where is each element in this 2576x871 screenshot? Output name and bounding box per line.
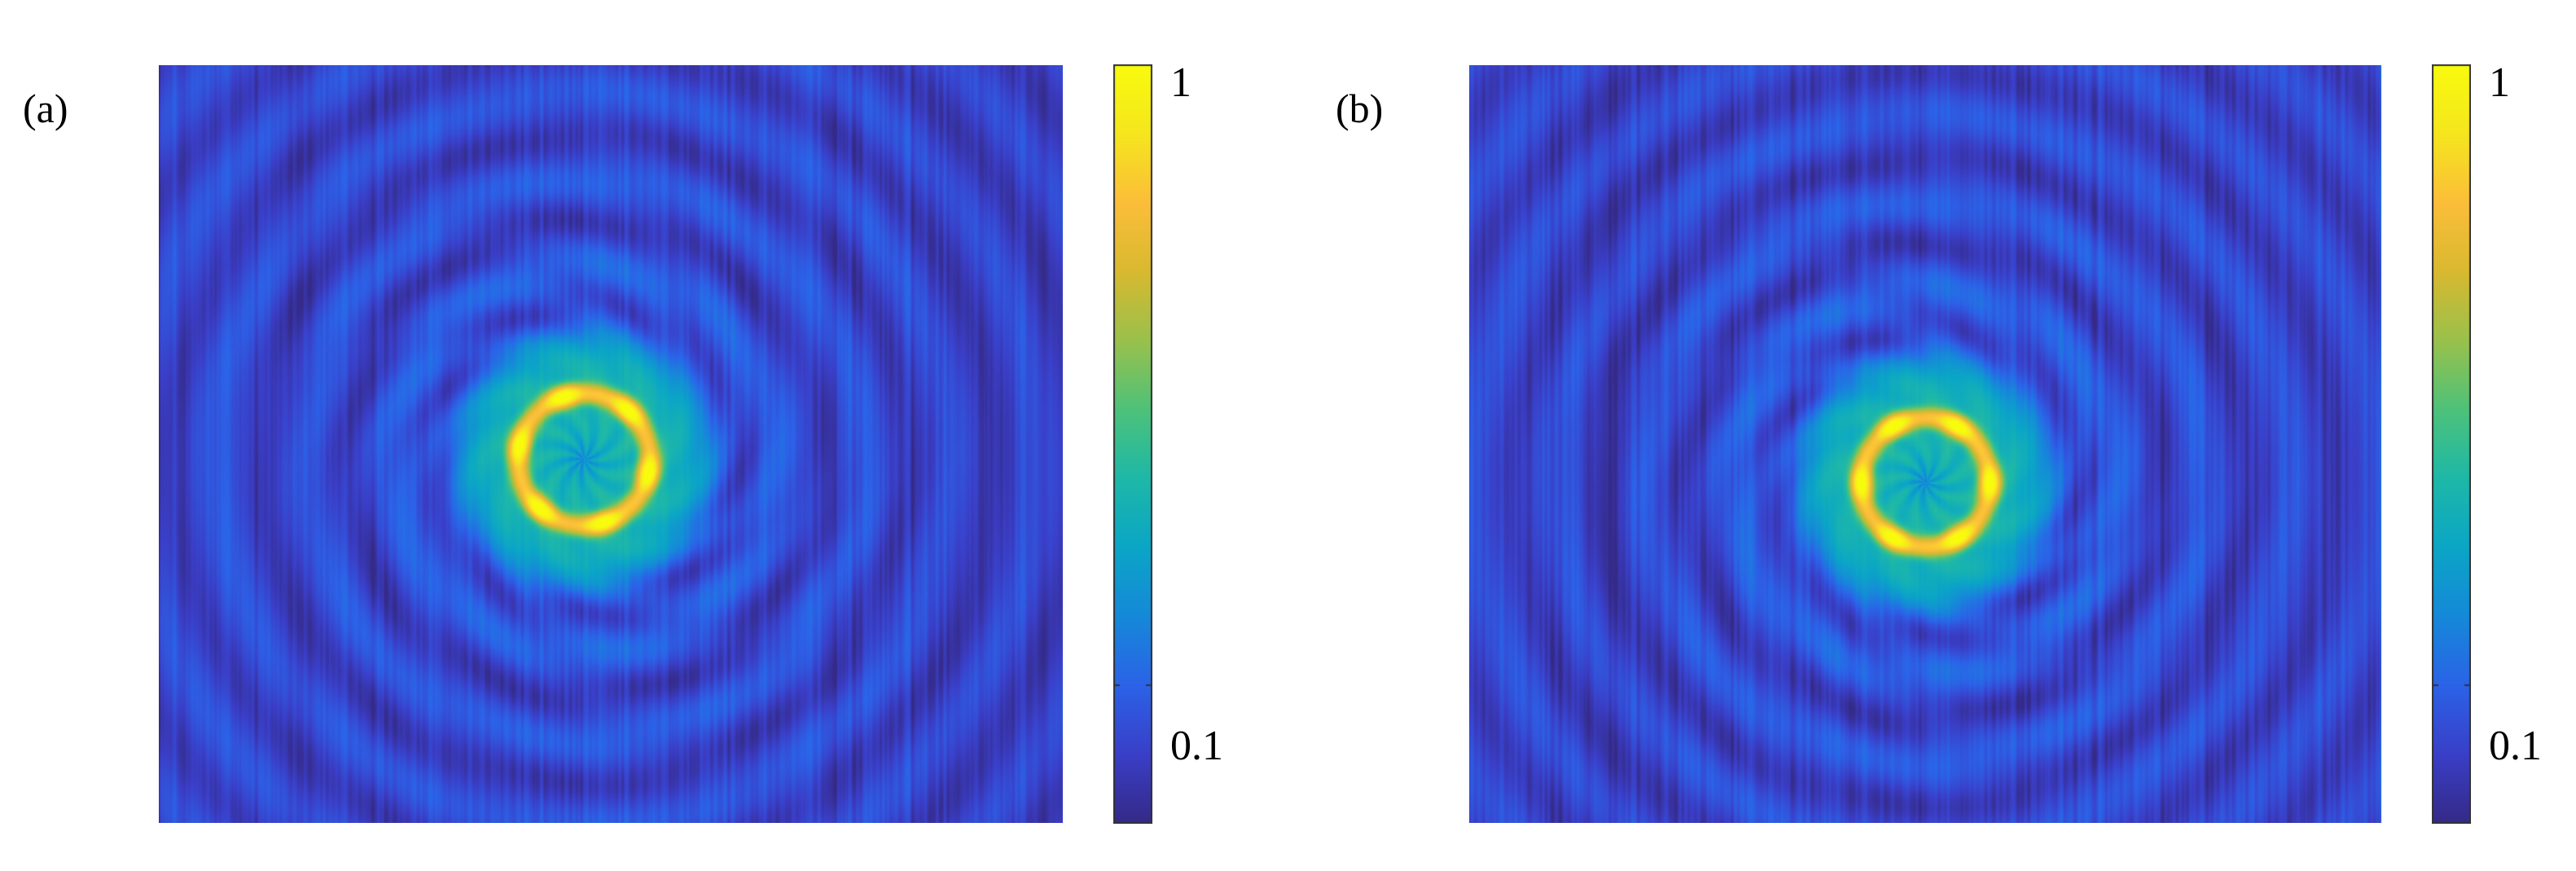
panel-label-a: (a) [23, 86, 68, 131]
colorbar-b [2432, 64, 2471, 824]
colorbar-a [1113, 64, 1152, 824]
heatmap-a [159, 65, 1063, 823]
colorbar-a-tick-0.1: 0.1 [1170, 723, 1223, 769]
heatmap-b [1469, 65, 2381, 823]
colorbar-a-tick-1: 1 [1170, 59, 1191, 106]
colorbar-b-tick-0.1: 0.1 [2489, 723, 2542, 769]
panel-label-b: (b) [1336, 86, 1384, 131]
colorbar-b-tick-1: 1 [2489, 59, 2510, 106]
